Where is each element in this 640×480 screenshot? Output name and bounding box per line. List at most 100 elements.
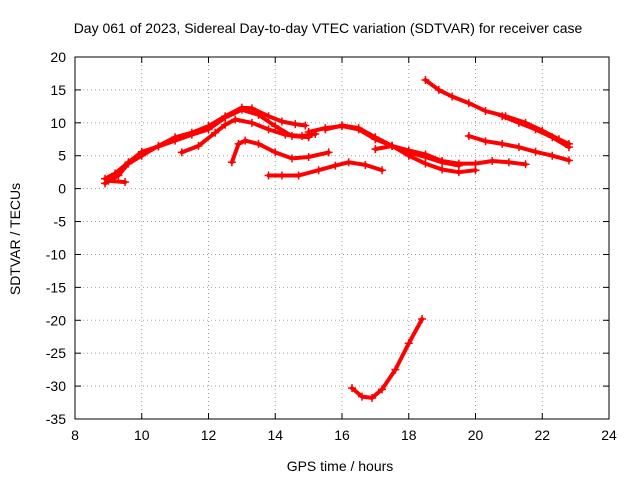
data-point: [211, 128, 220, 137]
data-point: [304, 128, 313, 137]
data-point: [301, 121, 310, 130]
x-tick-label: 18: [401, 427, 417, 443]
data-point: [514, 118, 523, 127]
data-point: [237, 105, 246, 114]
data-point: [448, 92, 457, 101]
data-point: [104, 176, 113, 185]
data-point: [221, 113, 230, 122]
data-point: [438, 158, 447, 167]
data-point: [247, 118, 256, 127]
data-point: [421, 76, 430, 85]
data-point: [464, 99, 473, 108]
data-point: [271, 122, 280, 131]
data-point: [204, 125, 213, 134]
y-tick-label: 20: [50, 49, 66, 65]
series-line-arc-2: [103, 107, 311, 181]
y-axis-label: SDTVAR / TECUs: [7, 183, 23, 295]
data-point: [548, 133, 557, 142]
grid-layer: [75, 57, 609, 419]
x-tick-label: 10: [134, 427, 150, 443]
x-tick-label: 20: [468, 427, 484, 443]
data-point: [404, 339, 413, 348]
data-point: [121, 178, 130, 187]
x-axis-label: GPS time / hours: [287, 458, 394, 474]
data-point: [464, 131, 473, 140]
data-point: [471, 166, 480, 175]
data-point: [481, 137, 490, 146]
data-point: [421, 153, 430, 162]
data-point: [391, 365, 400, 374]
y-tick-label: -10: [46, 246, 66, 262]
data-point: [294, 171, 303, 180]
chart-title: Day 061 of 2023, Sidereal Day-to-day VTE…: [74, 20, 583, 36]
data-point: [488, 156, 497, 165]
data-point: [314, 166, 323, 175]
data-point: [277, 171, 286, 180]
data-point: [531, 147, 540, 156]
data-point: [361, 160, 370, 169]
data-point: [297, 131, 306, 140]
data-point: [531, 125, 540, 134]
data-point: [354, 124, 363, 133]
x-tick-label: 16: [334, 427, 350, 443]
data-point: [264, 125, 273, 134]
data-point: [324, 148, 333, 157]
data-point: [564, 143, 573, 152]
x-tick-label: 24: [601, 427, 617, 443]
data-point: [521, 160, 530, 169]
data-point: [271, 148, 280, 157]
x-tick-label: 8: [71, 427, 79, 443]
data-point: [434, 85, 443, 94]
data-point: [291, 120, 300, 129]
data-point: [348, 384, 357, 393]
data-point: [137, 147, 146, 156]
data-point: [321, 125, 330, 134]
data-point: [264, 112, 273, 121]
data-point: [231, 115, 240, 124]
data-point: [304, 153, 313, 162]
y-tick-label: -35: [46, 411, 66, 427]
data-point: [498, 112, 507, 121]
data-point: [227, 158, 236, 167]
data-point: [418, 314, 427, 323]
data-point: [281, 130, 290, 139]
data-point: [111, 169, 120, 178]
x-tick-label: 12: [201, 427, 217, 443]
data-point: [221, 120, 230, 129]
y-tick-label: 10: [50, 115, 66, 131]
data-point: [564, 156, 573, 165]
data-point: [548, 151, 557, 160]
data-point: [194, 141, 203, 150]
y-tick-label: 15: [50, 82, 66, 98]
data-point: [124, 158, 133, 167]
y-tick-label: -5: [54, 214, 67, 230]
data-point: [264, 171, 273, 180]
series-line-arc-4: [179, 117, 318, 155]
series-layer: [101, 76, 573, 402]
data-point: [338, 121, 346, 130]
data-point: [358, 392, 367, 401]
data-point: [254, 139, 263, 148]
series-line-arc-5: [229, 138, 331, 165]
data-point: [241, 136, 250, 145]
y-tick-label: -20: [46, 312, 66, 328]
tick-layer: 8 10 12 14 16 18 20 22 24 -35 -30 -25 -20 -15 -10 -5 0 5 1…: [46, 49, 617, 443]
x-tick-label: 22: [534, 427, 550, 443]
data-point: [277, 117, 286, 126]
data-point: [404, 148, 413, 157]
data-point: [371, 133, 380, 142]
data-point: [504, 158, 513, 167]
data-point: [344, 158, 353, 167]
data-point: [154, 142, 163, 151]
data-point: [378, 385, 387, 394]
y-tick-label: -25: [46, 345, 66, 361]
data-point: [187, 130, 196, 139]
data-point: [378, 166, 387, 175]
data-point: [481, 106, 490, 115]
y-tick-label: 5: [58, 148, 66, 164]
y-tick-label: -30: [46, 378, 66, 394]
data-point: [177, 148, 186, 157]
data-point: [388, 141, 397, 150]
data-point: [254, 110, 263, 119]
